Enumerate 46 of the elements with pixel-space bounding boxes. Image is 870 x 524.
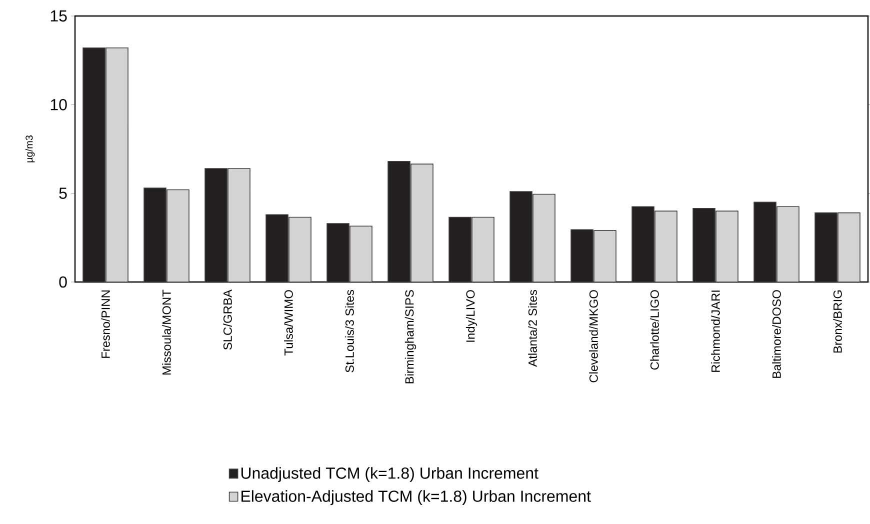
- x-tick-label: Missoula/MONT: [162, 290, 171, 375]
- bar: [205, 168, 228, 282]
- x-tick-label: Birmingham/SIPS: [404, 290, 416, 384]
- bar: [289, 217, 312, 282]
- y-axis-title: µg/m3: [25, 135, 35, 162]
- x-tick-label: Indy/LIVO: [466, 290, 478, 342]
- bar: [472, 217, 494, 282]
- y-tick-label: 15: [50, 10, 67, 22]
- bar: [838, 212, 860, 282]
- bar: [754, 202, 776, 282]
- bar: [777, 206, 799, 282]
- x-tick-label: Cleveland/MKGO: [589, 290, 598, 382]
- y-tick-label: 10: [50, 99, 67, 110]
- x-tick-label: Charlotte/LIGO: [650, 290, 659, 370]
- bar: [814, 212, 838, 282]
- bar: [350, 226, 372, 282]
- bar: [533, 194, 556, 282]
- legend-label: Elevation-Adjusted TCM (k=1.8) Urban Increment: [242, 490, 591, 506]
- x-tick-label: Richmond/JARI: [711, 290, 720, 372]
- x-tick-label: Baltimore/DOSO: [772, 290, 781, 378]
- bar: [106, 48, 128, 282]
- bar: [388, 161, 410, 282]
- y-tick-label: 5: [59, 188, 67, 199]
- bar: [266, 214, 288, 282]
- bar: [449, 217, 472, 282]
- x-tick-label: Atlanta/2 Sites: [528, 290, 537, 367]
- y-tick-label: 0: [59, 276, 67, 288]
- x-tick-label: St.Louis/3 Sites: [345, 290, 354, 372]
- bar: [510, 192, 532, 282]
- bar: [228, 168, 250, 282]
- bar: [167, 190, 190, 282]
- x-tick-label: Fresno/PINN: [101, 290, 110, 358]
- bar: [571, 230, 593, 282]
- x-tick-label: SLC/GRBA: [223, 290, 232, 350]
- bar: [655, 211, 677, 282]
- bar: [594, 230, 616, 282]
- x-tick-label: Tulsa/WIMO: [284, 290, 293, 356]
- x-tick-label: Bronx/BRIG: [833, 290, 842, 353]
- bar: [83, 48, 106, 282]
- bar: [327, 223, 350, 282]
- bar: [693, 208, 715, 282]
- bar: [144, 188, 166, 282]
- bar: [716, 211, 738, 282]
- legend-label: Unadjusted TCM (k=1.8) Urban Increment: [241, 467, 538, 482]
- bar: [411, 164, 434, 282]
- bar: [632, 206, 654, 282]
